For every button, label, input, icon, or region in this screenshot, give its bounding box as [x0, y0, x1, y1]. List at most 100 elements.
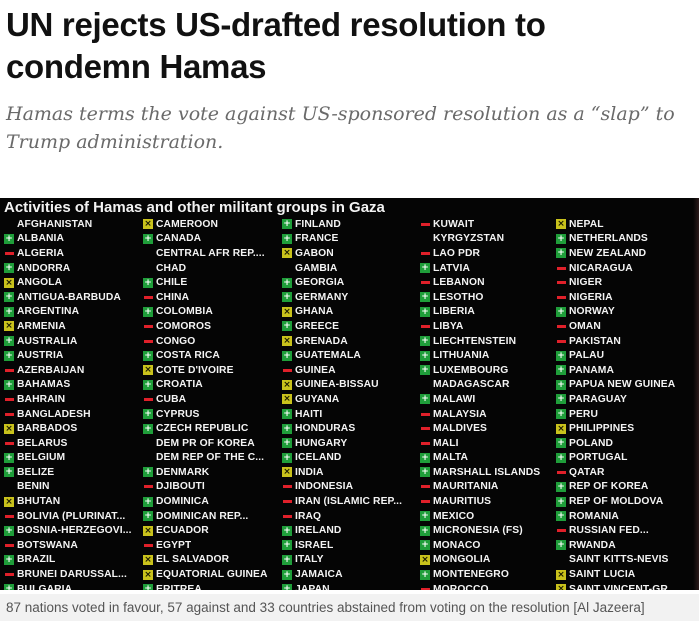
vote-none-icon [143, 248, 153, 258]
country-name: INDIA [295, 466, 324, 478]
country-name: GABON [295, 247, 334, 259]
country-name: ALBANIA [17, 233, 65, 245]
country-vote-row: QATAR [556, 465, 694, 480]
country-vote-row: NIGERIA [556, 290, 694, 305]
country-vote-row: KUWAIT [420, 217, 558, 232]
vote-yes-icon: + [420, 306, 430, 317]
country-name: ANTIGUA-BARBUDA [17, 291, 121, 303]
country-name: ALGERIA [17, 247, 65, 259]
vote-abstain-icon: × [420, 554, 430, 565]
country-name: KUWAIT [433, 218, 475, 230]
country-vote-row: + LATVIA [420, 261, 558, 276]
vote-yes-icon: + [282, 350, 292, 361]
country-vote-row: + HUNGARY [282, 436, 420, 451]
country-name: CENTRAL AFR REP.... [156, 247, 265, 259]
country-vote-row: BOTSWANA [4, 538, 142, 553]
vote-column-2: × CAMEROON + CANADA CENTRAL AFR REP.... CHAD +… [143, 217, 281, 590]
vote-abstain-icon: × [282, 467, 292, 478]
country-name: HONDURAS [295, 423, 356, 435]
vote-no-icon [556, 321, 566, 331]
country-name: NETHERLANDS [569, 233, 648, 245]
country-vote-row: COMOROS [143, 319, 281, 334]
country-vote-row: × GUINEA-BISSAU [282, 378, 420, 393]
vote-yes-icon: + [282, 233, 292, 244]
vote-abstain-icon: × [282, 336, 292, 347]
vote-no-icon [556, 467, 566, 477]
country-name: LAO PDR [433, 247, 481, 259]
vote-yes-icon: + [4, 306, 14, 317]
vote-no-icon [4, 540, 14, 550]
country-name: NORWAY [569, 306, 615, 318]
vote-yes-icon: + [4, 554, 14, 565]
country-name: GAMBIA [295, 262, 338, 274]
vote-yes-icon: + [143, 233, 153, 244]
vote-yes-icon: + [420, 394, 430, 405]
country-name: KYRGYZSTAN [433, 233, 505, 245]
country-vote-row: + MALTA [420, 451, 558, 466]
country-name: LITHUANIA [433, 350, 490, 362]
country-name: ICELAND [295, 452, 342, 464]
country-name: GUINEA-BISSAU [295, 379, 379, 391]
country-name: AZERBAIJAN [17, 364, 85, 376]
country-vote-row: + MARSHALL ISLANDS [420, 465, 558, 480]
country-name: CHILE [156, 277, 188, 289]
country-vote-row: + GEORGIA [282, 275, 420, 290]
country-vote-row: + ANDORRA [4, 261, 142, 276]
country-name: AUSTRALIA [17, 335, 78, 347]
vote-yes-icon: + [556, 306, 566, 317]
vote-no-icon [4, 570, 14, 580]
country-name: PAPUA NEW GUINEA [569, 379, 676, 391]
vote-yes-icon: + [420, 365, 430, 376]
vote-yes-icon: + [420, 263, 430, 274]
country-vote-row: ALGERIA [4, 246, 142, 261]
country-vote-row: MALAYSIA [420, 407, 558, 422]
country-name: JAMAICA [295, 569, 343, 581]
country-vote-row: CENTRAL AFR REP.... [143, 246, 281, 261]
country-name: MALI [433, 437, 459, 449]
vote-yes-icon: + [4, 350, 14, 361]
country-vote-row: BENIN [4, 480, 142, 495]
image-caption: 87 nations voted in favour, 57 against a… [0, 594, 699, 621]
country-name: LATVIA [433, 262, 471, 274]
vote-yes-icon: + [143, 277, 153, 288]
vote-yes-icon: + [556, 511, 566, 522]
country-vote-row: + AUSTRIA [4, 348, 142, 363]
country-name: PAKISTAN [569, 335, 621, 347]
country-vote-row: + GREECE [282, 319, 420, 334]
country-name: PORTUGAL [569, 452, 628, 464]
country-vote-row: CHAD [143, 261, 281, 276]
country-vote-row: + ISRAEL [282, 538, 420, 553]
vote-no-icon [556, 526, 566, 536]
vote-no-icon [420, 321, 430, 331]
country-vote-row: × ANGOLA [4, 275, 142, 290]
country-name: ARGENTINA [17, 306, 80, 318]
country-vote-row: BAHRAIN [4, 392, 142, 407]
country-vote-row: × NEPAL [556, 217, 694, 232]
vote-yes-icon: + [556, 350, 566, 361]
country-name: MONACO [433, 539, 481, 551]
country-name: SAINT KITTS-NEVIS [569, 554, 669, 566]
country-vote-row: + DENMARK [143, 465, 281, 480]
country-name: NEPAL [569, 218, 604, 230]
vote-no-icon [420, 438, 430, 448]
vote-yes-icon: + [282, 584, 292, 590]
vote-no-icon [143, 540, 153, 550]
country-vote-row: + MEXICO [420, 509, 558, 524]
country-name: LIBERIA [433, 306, 475, 318]
country-vote-row: AFGHANISTAN [4, 217, 142, 232]
vote-yes-icon: + [143, 379, 153, 390]
vote-no-icon [143, 292, 153, 302]
vote-yes-icon: + [282, 525, 292, 536]
vote-yes-icon: + [420, 467, 430, 478]
vote-none-icon [143, 453, 153, 463]
country-name: DENMARK [156, 466, 210, 478]
country-name: ISRAEL [295, 539, 334, 551]
vote-no-icon [4, 365, 14, 375]
vote-yes-icon: + [4, 584, 14, 590]
vote-abstain-icon: × [282, 394, 292, 405]
country-vote-row: + HONDURAS [282, 421, 420, 436]
country-vote-row: + MONTENEGRO [420, 567, 558, 582]
vote-yes-icon: + [556, 540, 566, 551]
vote-yes-icon: + [556, 438, 566, 449]
country-vote-row: × COTE D'IVOIRE [143, 363, 281, 378]
